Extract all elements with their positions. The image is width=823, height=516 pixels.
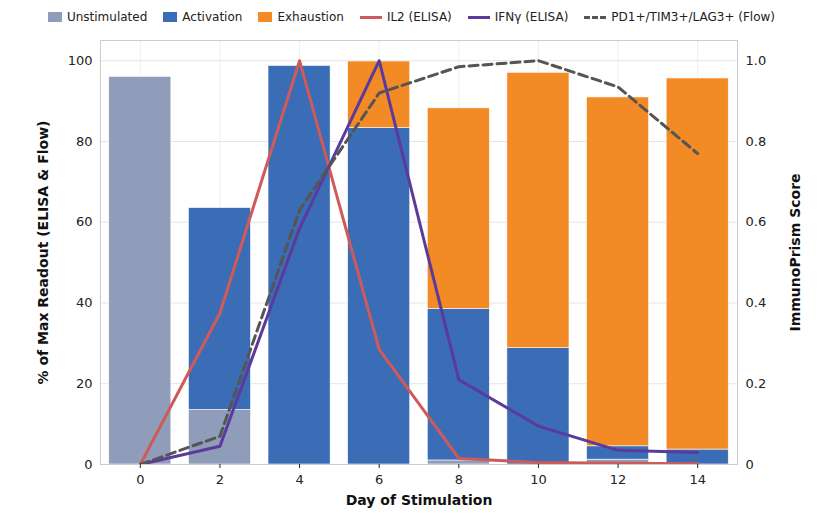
svg-text:6: 6	[375, 472, 383, 487]
html-text:PD1+/TIM3+/LAG3+ (Flow): PD1+/TIM3+/LAG3+ (Flow)	[611, 10, 775, 24]
svg-text:0: 0	[746, 457, 754, 472]
svg-text:40: 40	[76, 295, 93, 310]
svg-text:0.6: 0.6	[746, 214, 767, 229]
svg-text:60: 60	[76, 214, 93, 229]
svg-text:ImmunoPrism Score: ImmunoPrism Score	[787, 173, 803, 331]
svg-text:8: 8	[455, 472, 463, 487]
svg-text:0: 0	[136, 472, 144, 487]
html-text:Exhaustion: Exhaustion	[277, 10, 344, 24]
svg-text:80: 80	[76, 134, 93, 149]
svg-text:20: 20	[76, 376, 93, 391]
svg-text:14: 14	[689, 472, 706, 487]
svg-text:2: 2	[216, 472, 224, 487]
html-text:IL2 (ELISA): IL2 (ELISA)	[386, 10, 452, 24]
html-text:Activation: Activation	[182, 10, 243, 24]
svg-text:0.8: 0.8	[746, 134, 767, 149]
svg-text:0: 0	[84, 457, 92, 472]
svg-text:1.0: 1.0	[746, 53, 767, 68]
svg-text:4: 4	[295, 472, 303, 487]
svg-text:12: 12	[610, 472, 627, 487]
html-text:Unstimulated: Unstimulated	[66, 10, 148, 24]
svg-text:100: 100	[68, 53, 93, 68]
svg-text:0.4: 0.4	[746, 295, 767, 310]
svg-text:10: 10	[530, 472, 547, 487]
svg-text:% of Max Readout (ELISA & Flow: % of Max Readout (ELISA & Flow)	[35, 121, 51, 385]
svg-text:0.2: 0.2	[746, 376, 767, 391]
svg-text:Day of Stimulation: Day of Stimulation	[346, 492, 493, 508]
html-text:IFNγ (ELISA): IFNγ (ELISA)	[494, 10, 569, 24]
